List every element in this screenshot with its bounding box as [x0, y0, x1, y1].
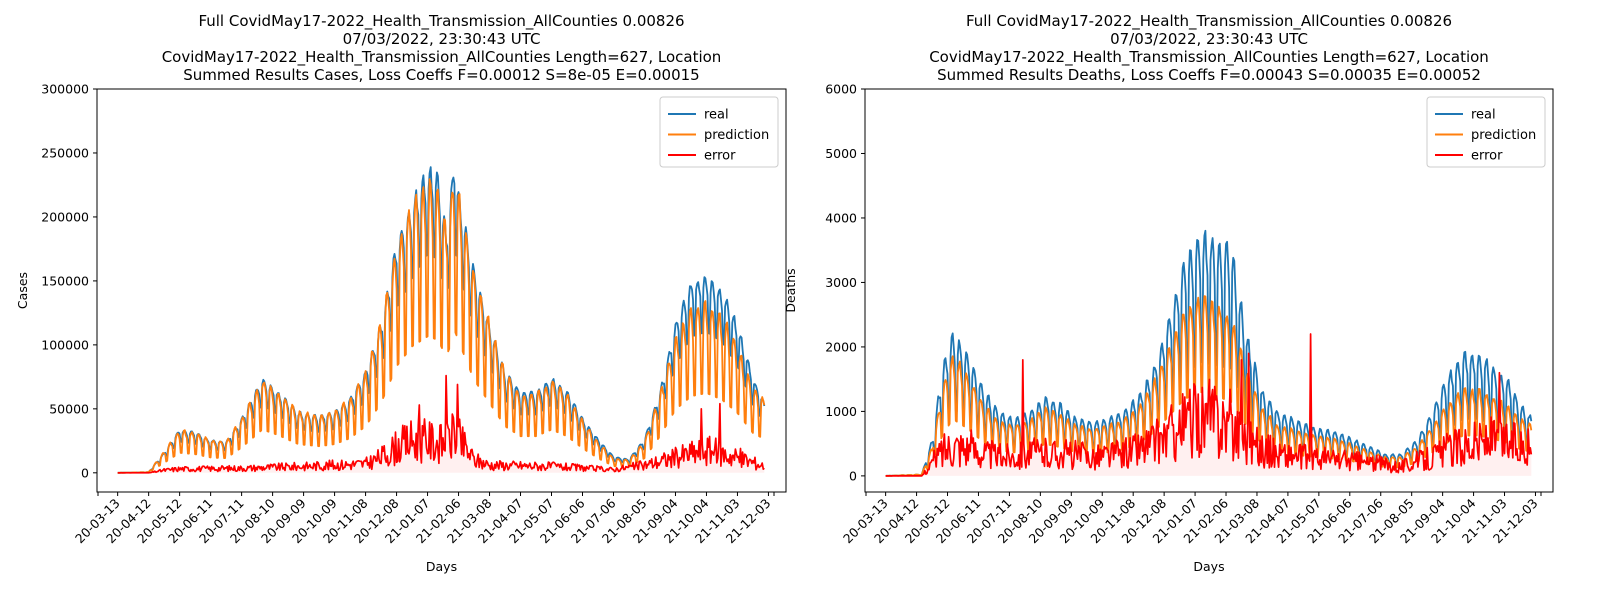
axes-frame — [96, 88, 787, 493]
y-tick-label: 4000 — [825, 210, 857, 225]
error-fill — [117, 375, 765, 473]
plot-area — [885, 229, 1533, 477]
legend: real prediction error — [659, 96, 779, 168]
y-axis-label: Deaths — [783, 268, 798, 312]
legend-label-real: real — [1471, 108, 1496, 123]
series-line-prediction — [117, 178, 766, 474]
y-tick-label: 3000 — [825, 275, 857, 290]
chart-title-line: 07/03/2022, 23:30:43 UTC — [1110, 30, 1308, 48]
y-tick-label: 0 — [849, 468, 857, 483]
legend-label-prediction: prediction — [1471, 128, 1536, 143]
cases-chart: Full CovidMay17-2022_Health_Transmission… — [15, 12, 787, 574]
chart-title-line: CovidMay17-2022_Health_Transmission_AllC… — [929, 48, 1489, 67]
series-line-error — [117, 374, 765, 474]
axes-frame — [864, 88, 1554, 493]
y-tick-label: 150000 — [41, 273, 89, 288]
plot-area — [117, 166, 766, 474]
y-tick-label: 2000 — [825, 339, 857, 354]
y-axis-label: Cases — [15, 272, 30, 309]
legend-label-prediction: prediction — [704, 128, 769, 143]
y-tick-label: 300000 — [41, 82, 89, 97]
chart-title-line: Full CovidMay17-2022_Health_Transmission… — [966, 12, 1452, 31]
y-tick-label: 100000 — [41, 337, 89, 352]
chart-title-line: Summed Results Deaths, Loss Coeffs F=0.0… — [937, 66, 1481, 84]
legend-label-real: real — [704, 108, 729, 123]
y-tick-label: 250000 — [41, 145, 89, 160]
x-axis-label: Days — [1193, 559, 1224, 574]
y-tick-label: 6000 — [825, 82, 857, 97]
chart-title-line: 07/03/2022, 23:30:43 UTC — [343, 30, 541, 48]
y-tick-label: 50000 — [49, 401, 89, 416]
y-tick-label: 0 — [81, 465, 89, 480]
chart-title-line: Full CovidMay17-2022_Health_Transmission… — [198, 12, 684, 31]
chart-title-line: CovidMay17-2022_Health_Transmission_AllC… — [162, 48, 722, 67]
deaths-chart: Full CovidMay17-2022_Health_Transmission… — [783, 12, 1554, 574]
y-tick-label: 200000 — [41, 209, 89, 224]
y-tick-label: 1000 — [825, 404, 857, 419]
legend-label-error: error — [704, 149, 736, 164]
series-line-error — [885, 333, 1533, 477]
legend: real prediction error — [1426, 96, 1546, 168]
legend-label-error: error — [1471, 149, 1503, 164]
x-axis-label: Days — [426, 559, 457, 574]
chart-title-line: Summed Results Cases, Loss Coeffs F=0.00… — [183, 66, 699, 84]
y-tick-label: 5000 — [825, 146, 857, 161]
